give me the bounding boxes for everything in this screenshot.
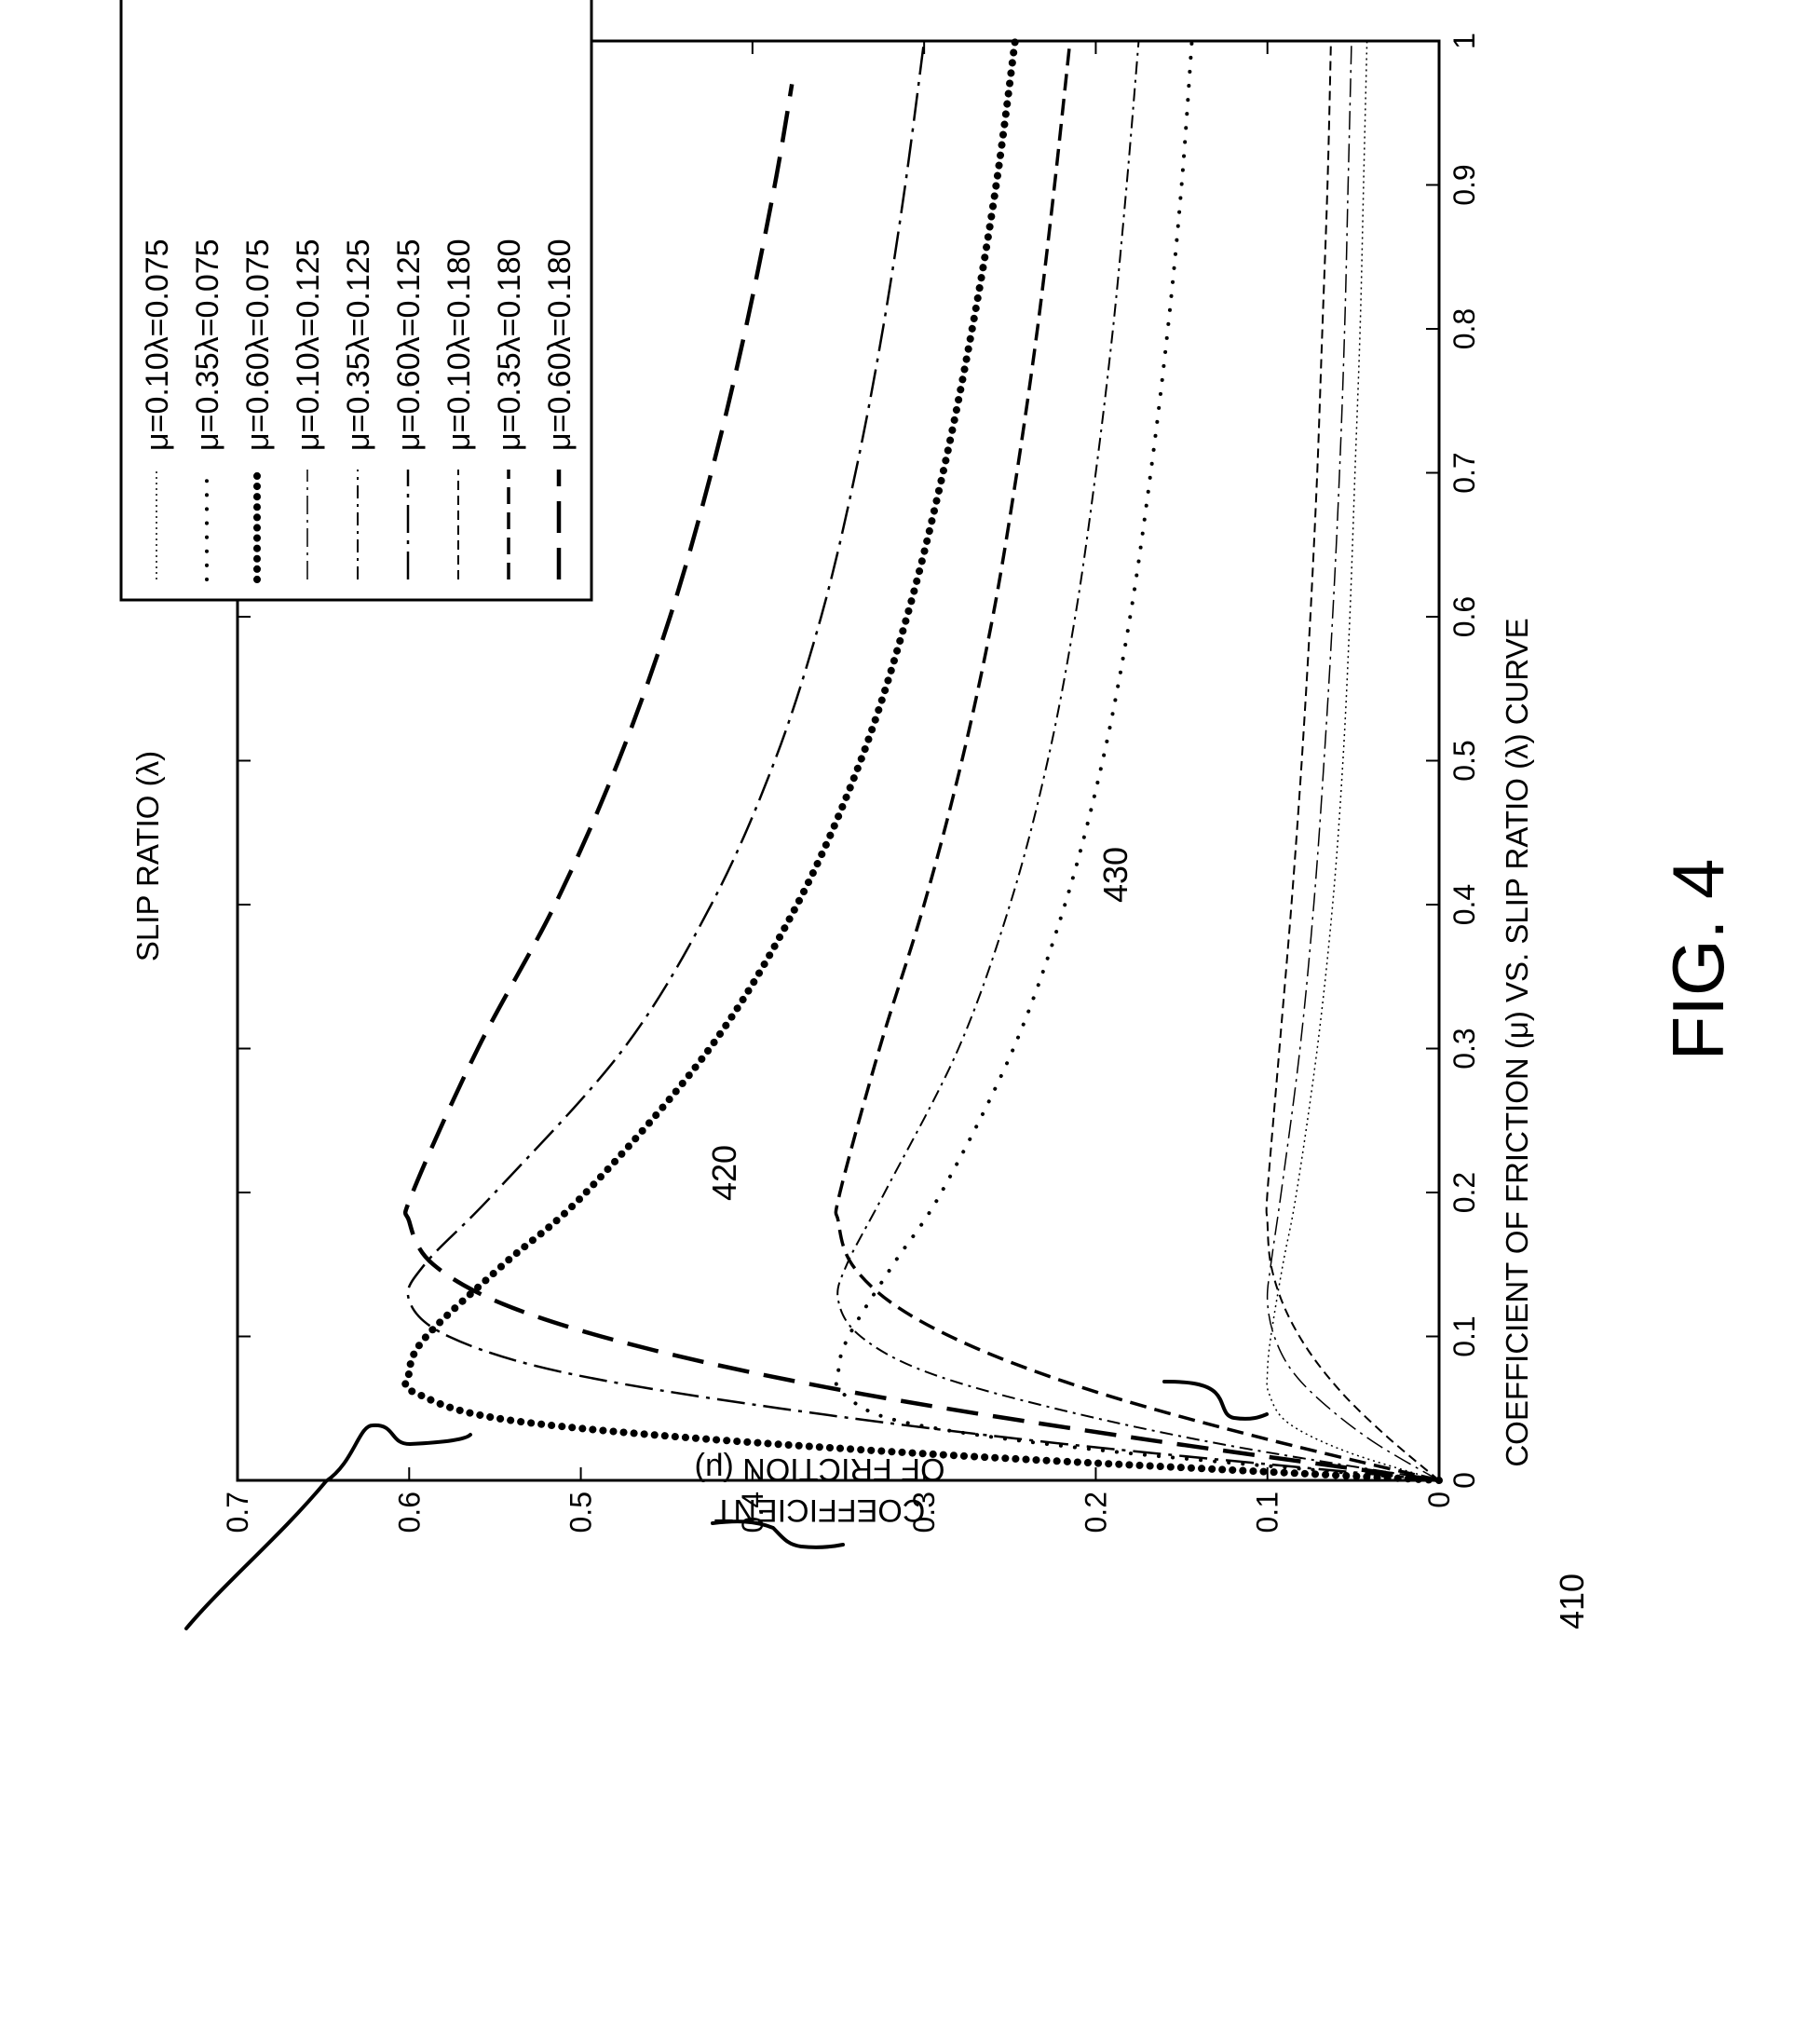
x-tick-label: 1	[1447, 33, 1481, 49]
legend-entry-9: μ=0.60λ=0.180	[542, 238, 577, 451]
series-line-8	[836, 41, 1439, 1480]
y-tick-label: 0.2	[1079, 1492, 1112, 1533]
series-line-1	[1267, 41, 1439, 1480]
series-line-4	[1268, 41, 1439, 1480]
y-tick-label: 0.6	[392, 1492, 426, 1533]
chart-title: COEFFICIENT OF FRICTION (μ) VS. SLIP RAT…	[1500, 618, 1534, 1466]
annotation-label-430: 430	[1096, 847, 1134, 903]
legend-entry-8: μ=0.35λ=0.180	[492, 238, 527, 451]
x-tick-label: 0	[1447, 1472, 1481, 1489]
legend-entry-6: μ=0.60λ=0.125	[391, 238, 427, 451]
series-line-7	[1267, 41, 1439, 1480]
legend-entry-4: μ=0.10λ=0.125	[291, 238, 326, 451]
x-tick-label: 0.6	[1447, 596, 1481, 637]
x-axis-label: SLIP RATIO (λ)	[130, 751, 165, 961]
x-tick-label: 0.1	[1447, 1315, 1481, 1356]
series-line-2	[836, 41, 1439, 1480]
legend: μ=0.10λ=0.075 μ=0.35λ=0.075 μ=0.60λ=0.075 μ…	[121, 0, 591, 600]
y-tick-label: 0	[1422, 1492, 1456, 1508]
legend-entry-7: μ=0.10λ=0.180	[442, 238, 477, 451]
y-tick-label: 0.7	[221, 1492, 254, 1533]
legend-entry-2: μ=0.35λ=0.075	[190, 238, 225, 451]
x-tick-label: 0.8	[1447, 308, 1481, 349]
plot-rotated-group: 00.10.20.30.40.50.60.70.80.9100.10.20.30…	[121, 0, 1591, 1629]
x-tick-label: 0.9	[1447, 164, 1481, 205]
legend-entry-3: μ=0.60λ=0.075	[240, 238, 276, 451]
y-axis-label-group: COEFFICIENT OF FRICTION (μ)	[695, 1451, 945, 1528]
legend-entry-5: μ=0.35λ=0.125	[341, 238, 376, 451]
figure-label: FIG. 4	[1657, 859, 1739, 1061]
y-tick-label: 0.5	[564, 1492, 598, 1533]
series-line-5	[837, 41, 1439, 1480]
x-tick-label: 0.5	[1447, 740, 1481, 781]
y-tick-label: 0.1	[1251, 1492, 1284, 1533]
x-tick-label: 0.7	[1447, 452, 1481, 493]
x-tick-label: 0.2	[1447, 1172, 1481, 1213]
annotation-label-420: 420	[705, 1145, 743, 1201]
x-tick-label: 0.3	[1447, 1028, 1481, 1069]
figure-label-group: FIG. 4	[1657, 859, 1739, 1061]
x-tick-label: 0.4	[1447, 884, 1481, 925]
annotation-label-410: 410	[1553, 1574, 1591, 1629]
y-axis-label-line2: OF FRICTION (μ)	[695, 1451, 945, 1487]
legend-entry-1: μ=0.10λ=0.075	[140, 238, 175, 451]
annotation-leader-3	[1164, 1382, 1267, 1419]
